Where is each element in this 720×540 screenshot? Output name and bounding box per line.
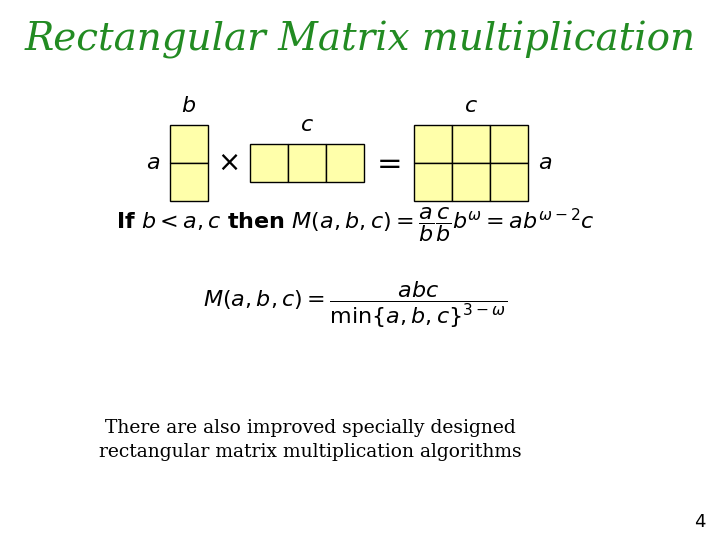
Bar [170,125,208,163]
Bar [414,163,452,201]
Text: $M(a,b,c) = \dfrac{abc}{\min\{a,b,c\}^{3-\omega}}$: $M(a,b,c) = \dfrac{abc}{\min\{a,b,c\}^{3… [203,280,508,330]
Text: $c$: $c$ [300,114,314,136]
Text: $c$: $c$ [464,95,478,117]
Text: $a$: $a$ [146,152,160,174]
Bar [326,144,364,182]
Bar [490,163,528,201]
Text: $a$: $a$ [538,152,552,174]
Bar [452,163,490,201]
Text: rectangular matrix multiplication algorithms: rectangular matrix multiplication algori… [99,443,521,461]
Text: $\times$: $\times$ [217,149,239,177]
Bar [490,125,528,163]
Text: Rectangular Matrix multiplication: Rectangular Matrix multiplication [24,21,696,59]
Text: $b$: $b$ [181,95,197,117]
Text: $\mathbf{If}\ b < a,c\ \mathbf{then}\ M(a,b,c) = \dfrac{a}{b}\dfrac{c}{b}b^{\ome: $\mathbf{If}\ b < a,c\ \mathbf{then}\ M(… [116,206,595,245]
Text: There are also improved specially designed: There are also improved specially design… [104,419,516,437]
Text: $=$: $=$ [371,148,401,178]
Bar [170,163,208,201]
Bar [452,125,490,163]
Bar [414,125,452,163]
Bar [250,144,288,182]
Text: 4: 4 [694,513,706,531]
Bar [288,144,326,182]
